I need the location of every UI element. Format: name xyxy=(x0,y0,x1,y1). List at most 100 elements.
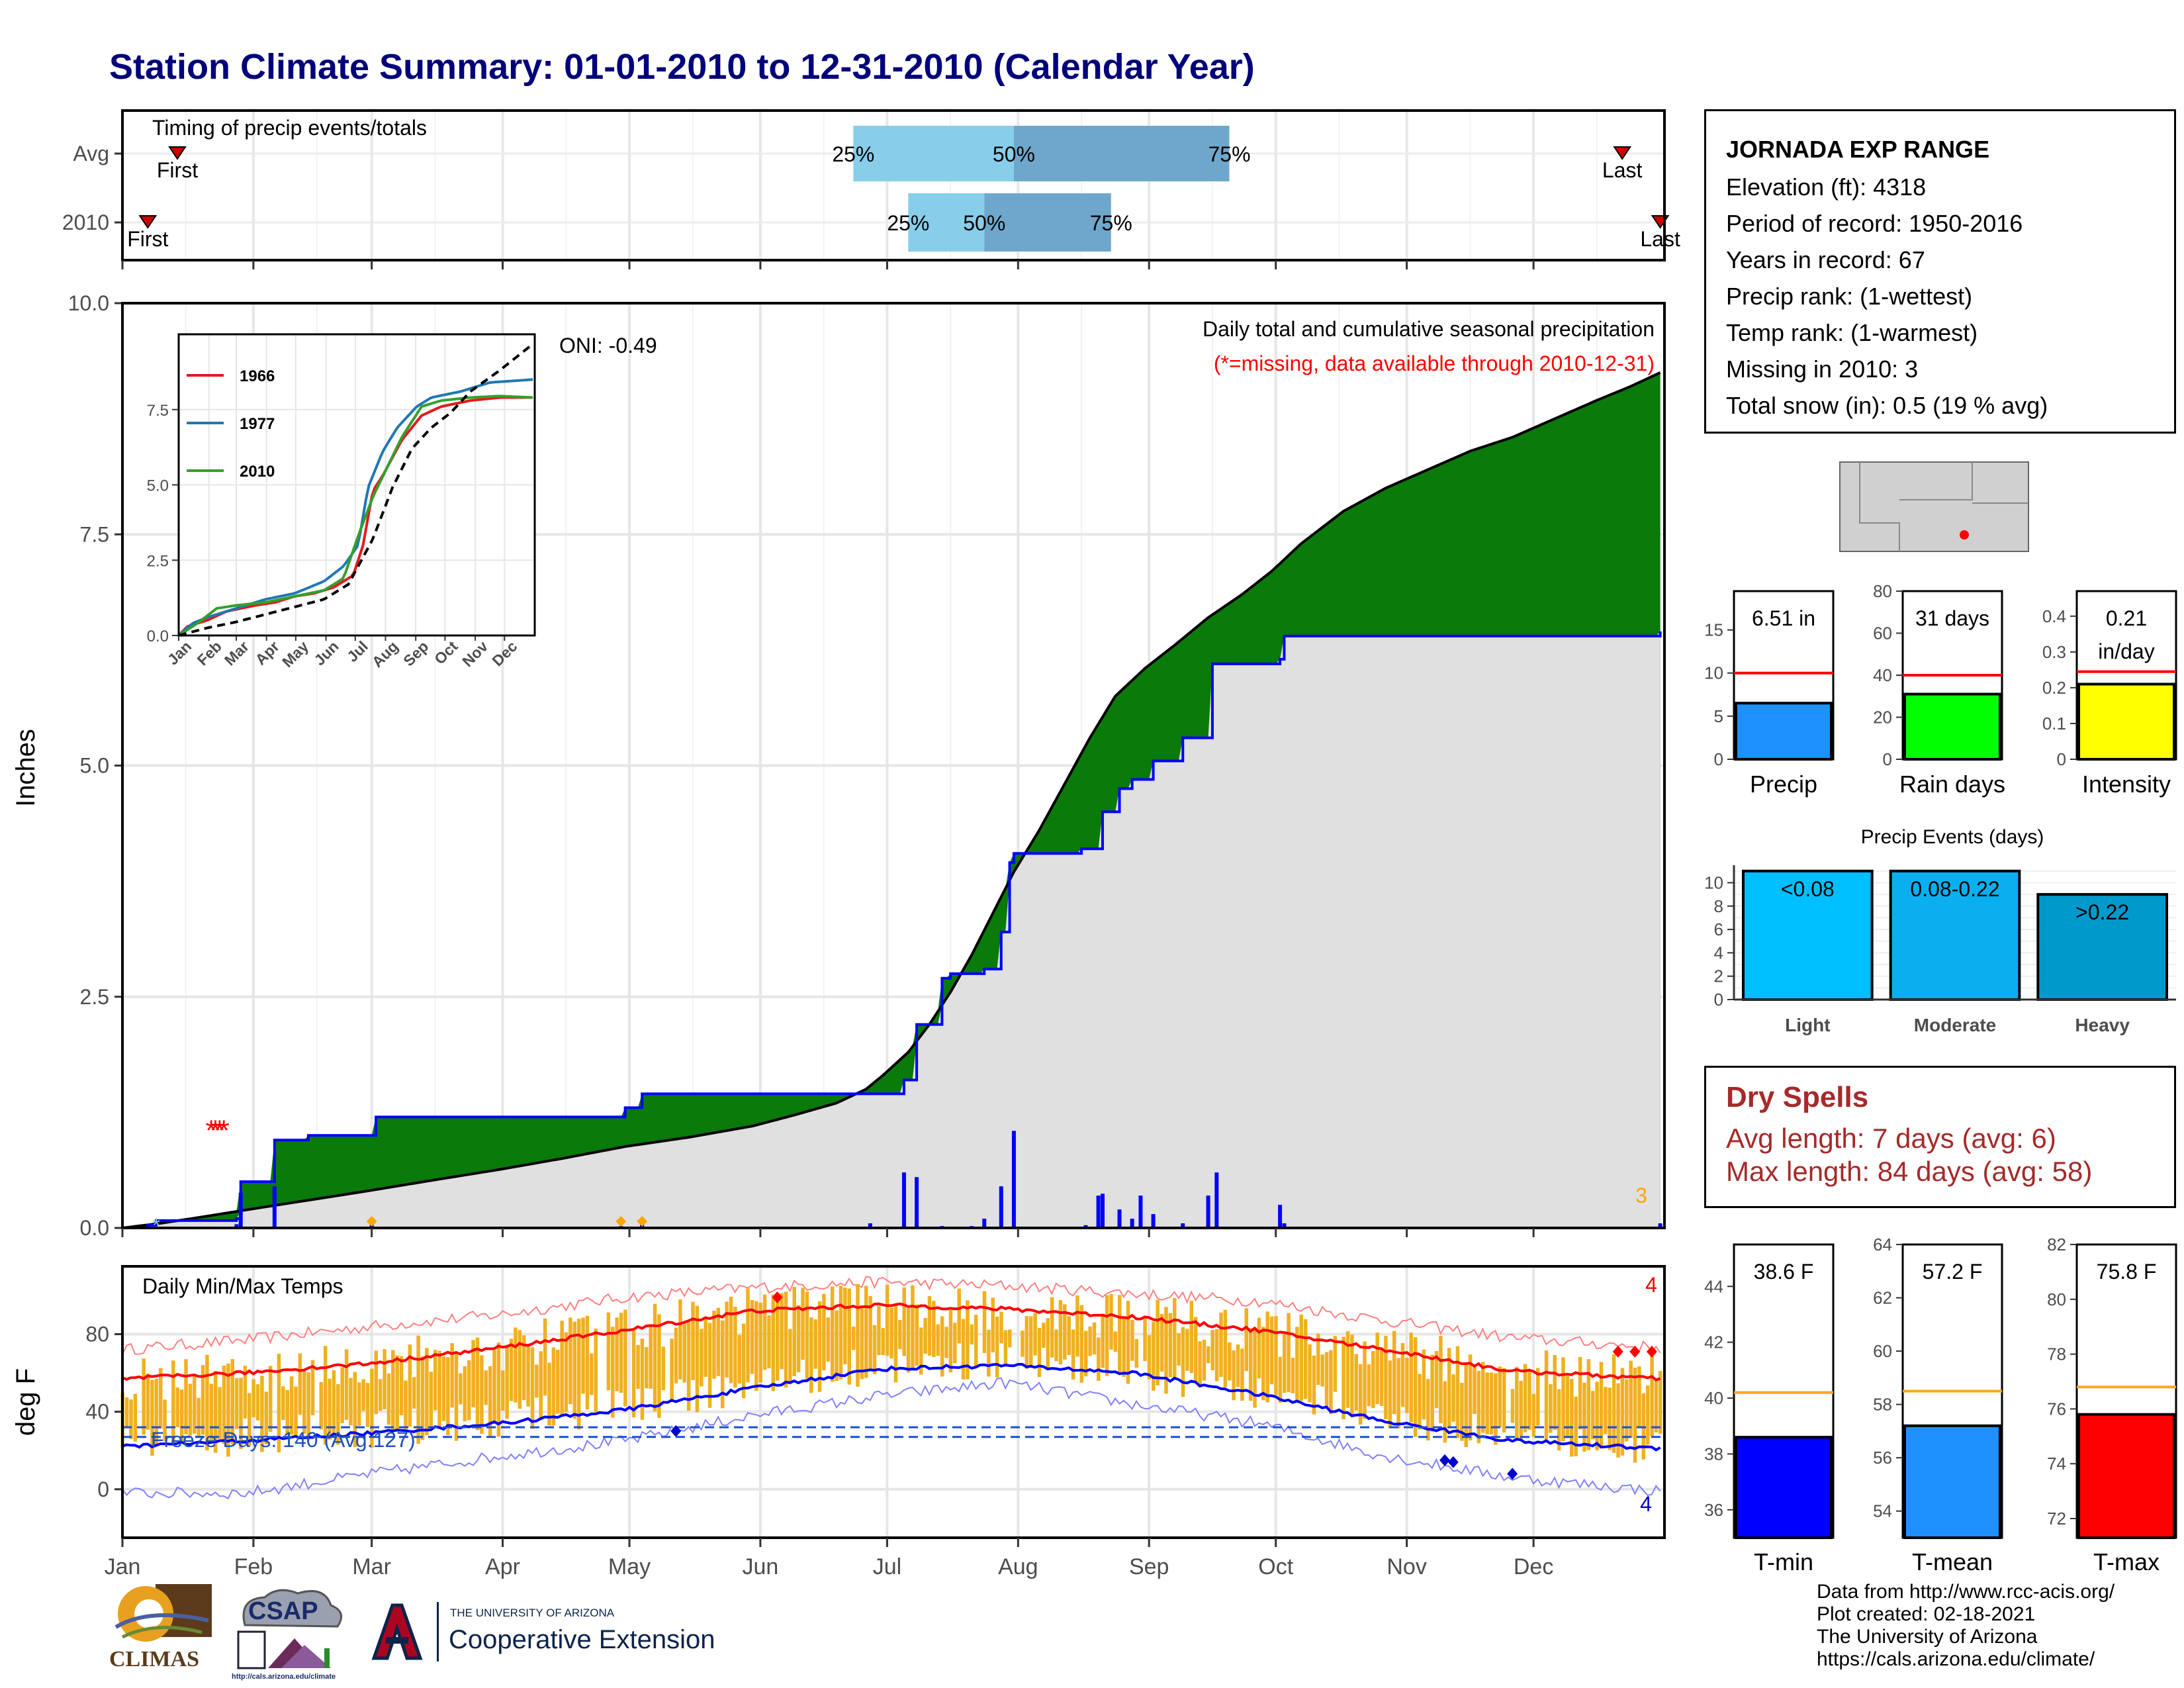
temp-daily-bar xyxy=(1464,1362,1468,1448)
timing-label-q75: 75% xyxy=(1090,211,1132,235)
temp-record-low-marker xyxy=(670,1425,682,1437)
temp-daily-bar xyxy=(1257,1317,1261,1379)
temp-daily-bar xyxy=(1498,1366,1502,1428)
temp-daily-bar xyxy=(1232,1350,1236,1401)
temp-daily-bar xyxy=(551,1347,556,1426)
temp-daily-bar xyxy=(188,1383,193,1436)
temp-daily-bar xyxy=(383,1349,387,1410)
temp-summary-2-category-label: T-max xyxy=(2093,1548,2160,1575)
precip-oni: ONI: -0.49 xyxy=(559,334,657,357)
temp-daily-bar xyxy=(1037,1327,1042,1378)
temp-daily-bar xyxy=(970,1324,974,1345)
temp-daily-bar xyxy=(1345,1331,1350,1408)
temp-daily-bar xyxy=(1083,1331,1088,1377)
temp-daily-bar xyxy=(923,1318,927,1354)
temp-daily-bar xyxy=(353,1372,357,1448)
precip-summary-2-bar xyxy=(2077,682,2175,761)
temp-xtick-label: Dec xyxy=(1514,1554,1553,1579)
temp-daily-bar xyxy=(1291,1358,1295,1393)
temp-daily-bar xyxy=(496,1342,501,1437)
temp-xtick-label: Oct xyxy=(1258,1554,1293,1579)
temp-xtick-label: Mar xyxy=(352,1554,391,1579)
temp-daily-bar xyxy=(158,1368,163,1429)
temp-daily-bar xyxy=(1443,1381,1447,1443)
temp-daily-bar xyxy=(822,1293,826,1371)
temp-daily-bar xyxy=(1659,1370,1662,1434)
temp-daily-bar xyxy=(1193,1317,1198,1383)
temp-daily-bar xyxy=(940,1316,944,1377)
timing-bar-q50-q75 xyxy=(984,193,1111,252)
temp-daily-bar xyxy=(864,1286,868,1378)
temp-daily-bar xyxy=(248,1393,251,1446)
temp-daily-bar xyxy=(1227,1342,1232,1381)
temp-daily-bar xyxy=(1586,1359,1591,1450)
precip-avg-line xyxy=(122,371,1661,1229)
temp-daily-bar xyxy=(1214,1329,1219,1382)
temp-daily-bar xyxy=(775,1293,780,1381)
temp-daily-bar xyxy=(420,1356,425,1440)
inset-ytick-label: 2.5 xyxy=(147,552,169,570)
temp-daily-bar xyxy=(1101,1313,1105,1368)
temp-daily-bar xyxy=(1544,1350,1549,1441)
precip-summary-1-ytick-label: 0 xyxy=(1883,749,1892,769)
precip-summary-2-ytick-label: 0.3 xyxy=(2042,642,2066,662)
precip-summary-0-value-label: 6.51 in xyxy=(1752,606,1815,630)
precip-daily-bar xyxy=(272,1186,277,1228)
temp-daily-bar xyxy=(944,1327,948,1358)
precip-summary-1-bar xyxy=(1903,692,2001,761)
temp-daily-bar xyxy=(1392,1331,1396,1415)
precip-events-value-label: 0.08-0.22 xyxy=(1910,877,1999,901)
precip-ytick-label: 10.0 xyxy=(68,291,109,315)
temp-daily-bar xyxy=(936,1324,940,1356)
temp-summary-1-ytick-label: 64 xyxy=(1873,1235,1892,1254)
temp-daily-bar xyxy=(809,1317,813,1393)
temp-daily-bar xyxy=(932,1301,936,1358)
temp-daily-bar xyxy=(1282,1332,1287,1393)
temp-daily-bar xyxy=(509,1338,514,1401)
temp-daily-bar xyxy=(1054,1329,1058,1362)
temp-daily-bar xyxy=(1067,1316,1071,1356)
temp-daily-bar xyxy=(657,1314,661,1418)
temp-daily-bar xyxy=(543,1318,547,1396)
temp-daily-bar xyxy=(974,1315,978,1368)
precip-summary-1-value-label: 31 days xyxy=(1915,606,1989,630)
temp-summary-2-ytick-label: 72 xyxy=(2047,1509,2066,1528)
temp-daily-bar xyxy=(1400,1342,1405,1407)
temp-daily-bar xyxy=(640,1338,645,1420)
temp-daily-bar xyxy=(399,1356,404,1415)
temp-daily-bar xyxy=(302,1371,306,1434)
temp-daily-bar xyxy=(1287,1313,1291,1393)
station-snow: Total snow (in): 0.5 (19 % avg) xyxy=(1726,392,2048,419)
temp-daily-bar xyxy=(902,1287,906,1356)
temp-daily-bar xyxy=(1654,1379,1659,1433)
precip-ytick-label: 7.5 xyxy=(80,522,109,546)
precip-events-ytick-label: 10 xyxy=(1704,872,1723,892)
temp-daily-bar xyxy=(1143,1317,1147,1362)
temp-daily-bar xyxy=(707,1323,712,1408)
temp-summary-1-ytick-label: 58 xyxy=(1873,1395,1892,1415)
temp-daily-bar xyxy=(1460,1383,1464,1441)
temp-daily-bar xyxy=(1523,1364,1527,1432)
precip-missing-marker: * xyxy=(205,1114,216,1147)
temp-daily-bar xyxy=(1185,1329,1189,1371)
dry-spells-max: Max length: 84 days (avg: 58) xyxy=(1726,1156,2093,1187)
temp-daily-bar xyxy=(1189,1300,1194,1374)
temp-daily-bar xyxy=(1519,1381,1523,1439)
temp-daily-bar xyxy=(370,1368,374,1448)
temp-daily-bar xyxy=(1109,1293,1113,1350)
timing-label-q50: 50% xyxy=(963,211,1005,235)
precip-summary-2-ytick-label: 0.2 xyxy=(2042,678,2066,698)
temp-daily-bar xyxy=(716,1307,721,1376)
temp-daily-bar xyxy=(1531,1393,1536,1437)
temp-summary-2-ytick-label: 74 xyxy=(2047,1454,2066,1474)
temp-daily-bar xyxy=(404,1380,408,1429)
csap-logo-text: CSAP xyxy=(248,1597,318,1625)
temp-record-high-marker xyxy=(1646,1345,1657,1358)
temp-daily-bar xyxy=(982,1291,987,1354)
temp-record-high-line xyxy=(122,1276,1661,1355)
temp-summary-2-ytick-label: 78 xyxy=(2047,1344,2066,1364)
temp-record-low-count: 4 xyxy=(1640,1492,1652,1516)
temp-daily-bar xyxy=(767,1315,771,1369)
temp-summary-0-category-label: T-min xyxy=(1754,1548,1813,1575)
footer-line-data: Data from http://www.rcc-acis.org/ xyxy=(1817,1581,2115,1603)
